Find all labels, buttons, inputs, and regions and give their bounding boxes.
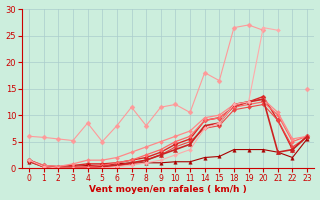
X-axis label: Vent moyen/en rafales ( km/h ): Vent moyen/en rafales ( km/h ) — [89, 185, 247, 194]
